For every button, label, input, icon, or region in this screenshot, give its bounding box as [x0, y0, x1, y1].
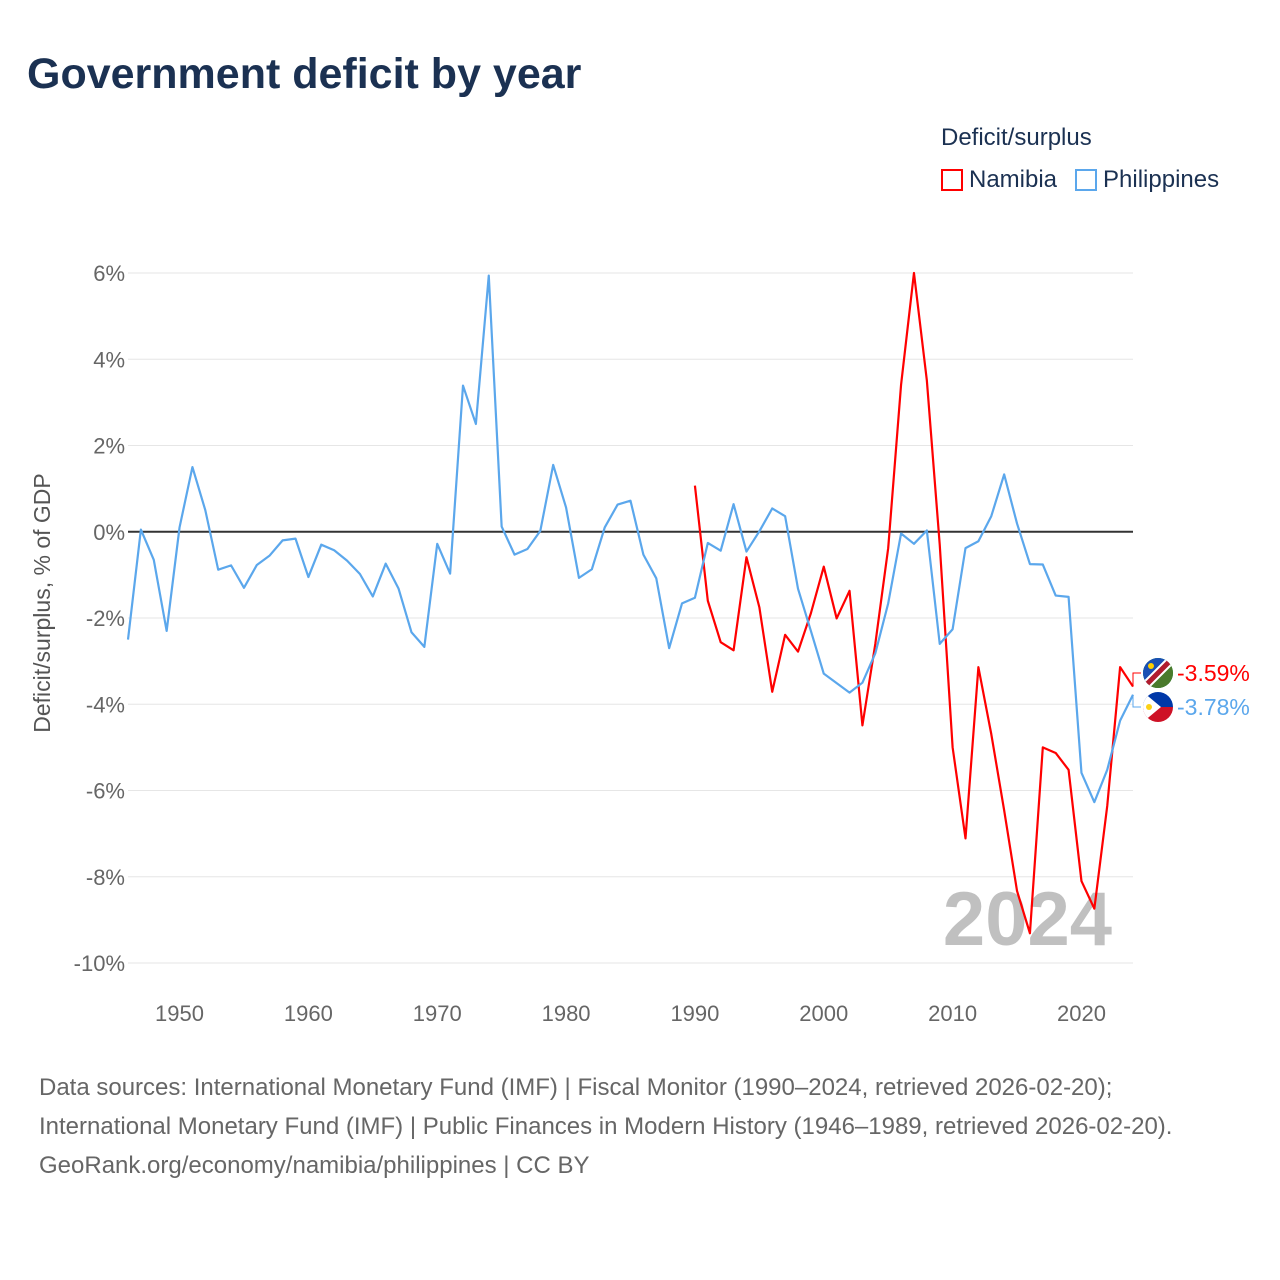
legend-label: Namibia [969, 166, 1058, 193]
y-tick-label: 4% [93, 347, 125, 372]
legend-title: Deficit/surplus [941, 124, 1092, 151]
y-tick-label: 2% [93, 434, 125, 459]
x-tick-label: 1990 [670, 1001, 719, 1026]
legend-item-namibia[interactable]: Namibia [941, 166, 1057, 194]
end-value-label: -3.78% [1177, 694, 1250, 720]
y-axis-label: Deficit/surplus, % of GDP [29, 473, 55, 732]
credit-link[interactable]: GeoRank.org/economy/namibia/philippines … [39, 1152, 590, 1179]
y-tick-label: 0% [93, 520, 125, 545]
year-watermark: 2024 [943, 877, 1112, 962]
end-label-connector [1132, 672, 1141, 687]
y-tick-label: -8% [86, 865, 125, 890]
x-tick-label: 1980 [542, 1001, 591, 1026]
series-line-philippines [126, 274, 1134, 804]
philippines-flag-icon [1143, 692, 1173, 722]
series-line-namibia [693, 271, 1134, 935]
y-tick-label: 6% [93, 261, 125, 286]
legend-label: Philippines [1103, 166, 1220, 193]
x-tick-label: 2020 [1057, 1001, 1106, 1026]
y-tick-label: -6% [86, 779, 125, 804]
y-tick-label: -2% [86, 606, 125, 631]
legend-swatch-philippines [1075, 169, 1098, 191]
y-tick-label: -10% [74, 951, 125, 976]
chart-title: Government deficit by year [27, 50, 582, 98]
end-label-connector [1132, 694, 1141, 708]
x-tick-label: 1950 [155, 1001, 204, 1026]
end-value-label: -3.59% [1177, 660, 1250, 686]
x-tick-label: 1960 [284, 1001, 333, 1026]
legend-item-philippines[interactable]: Philippines [1075, 166, 1219, 194]
x-tick-label: 2000 [799, 1001, 848, 1026]
namibia-flag-icon [1143, 658, 1173, 688]
footer: Data sources: International Monetary Fun… [39, 1068, 1239, 1185]
data-sources: Data sources: International Monetary Fun… [39, 1074, 1173, 1140]
x-tick-label: 1970 [413, 1001, 462, 1026]
y-tick-label: -4% [86, 692, 125, 717]
x-tick-label: 2010 [928, 1001, 977, 1026]
legend-swatch-namibia [941, 169, 963, 191]
legend: Namibia Philippines [941, 166, 1219, 194]
